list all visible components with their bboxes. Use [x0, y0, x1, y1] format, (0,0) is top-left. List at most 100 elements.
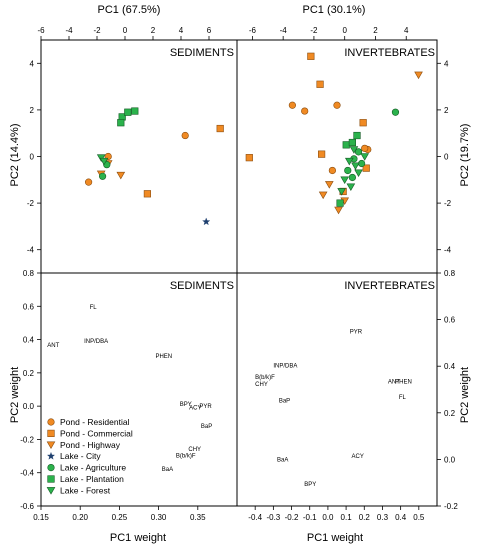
legend-marker — [47, 418, 55, 426]
y-tick-label: -4 — [27, 246, 35, 255]
data-point — [342, 141, 350, 149]
data-point — [358, 159, 366, 168]
data-point — [143, 190, 152, 198]
data-point — [344, 166, 352, 175]
y-tick-label: -2 — [27, 199, 35, 208]
data-point — [391, 108, 400, 116]
y-tick-label: 0.6 — [23, 302, 35, 311]
x-tick-label: 4 — [179, 26, 184, 35]
loading-label: BPY — [180, 402, 192, 408]
data-point — [328, 166, 336, 175]
data-point — [116, 171, 126, 180]
y-tick-label: 2 — [30, 106, 35, 115]
x-tick-label: 0 — [342, 26, 347, 35]
legend-marker — [47, 475, 55, 483]
x-tick-label: -6 — [249, 26, 257, 35]
bottom-left-x-label: PC1 weight — [110, 532, 166, 544]
legend-marker — [46, 441, 56, 450]
x-tick-label: 2 — [151, 26, 156, 35]
y-tick-label: 0.8 — [23, 269, 35, 278]
y-tick-label: 0.4 — [23, 336, 35, 345]
loading-label: B(b/k)F — [255, 375, 275, 381]
y-tick-label: 4 — [30, 59, 35, 68]
data-point — [334, 206, 343, 215]
x-tick-label: -4 — [280, 26, 288, 35]
top-left-x-label: PC1 (67.5%) — [98, 4, 161, 16]
loading-label: ACY — [189, 405, 201, 411]
x-tick-label: 0 — [123, 26, 128, 35]
x-tick-label: 0.4 — [395, 513, 407, 522]
legend-label: Lake - Forest — [60, 485, 111, 495]
x-tick-label: 4 — [404, 26, 409, 35]
loading-label: PYR — [199, 404, 212, 410]
y-tick-label: -0.2 — [20, 435, 34, 444]
data-point — [307, 52, 315, 60]
data-point — [414, 71, 423, 80]
data-point — [99, 157, 109, 166]
bottom-left-y-label: PC2 weight — [9, 367, 21, 423]
loading-label: BaA — [162, 467, 173, 473]
top-right-x-label: PC1 (30.1%) — [303, 4, 366, 16]
loading-label: FL — [399, 395, 407, 401]
legend-marker — [46, 487, 56, 495]
x-tick-label: -0.2 — [285, 513, 299, 522]
data-point — [301, 107, 309, 115]
x-tick-label: -0.3 — [266, 513, 280, 522]
legend-marker — [47, 464, 55, 472]
x-tick-label: -4 — [65, 26, 73, 35]
legend-label: Lake - Agriculture — [60, 463, 126, 473]
loading-label: BPY — [304, 482, 316, 488]
data-point — [288, 101, 296, 109]
y-tick-label: -0.2 — [444, 502, 458, 511]
y-tick-label: 0.6 — [444, 316, 456, 325]
x-tick-label: 0.0 — [322, 513, 334, 522]
loading-label: INP/DBA — [84, 339, 108, 345]
panel-title-top-left: SEDIMENTS — [170, 47, 234, 59]
x-tick-label: 0.35 — [190, 513, 206, 522]
bottom-right-x-label: PC1 weight — [307, 532, 363, 544]
x-tick-label: 6 — [207, 26, 212, 35]
legend-label: Lake - Plantation — [60, 474, 124, 484]
legend-marker — [47, 429, 55, 438]
loading-label: INP/DBA — [273, 363, 297, 369]
y-tick-label: -0.4 — [20, 469, 34, 478]
legend-label: Pond - Residential — [60, 417, 130, 427]
data-point — [361, 144, 369, 152]
loading-label: B(b/k)F — [176, 454, 196, 460]
legend-label: Pond - Commercial — [60, 428, 133, 438]
x-tick-label: 0.1 — [341, 513, 353, 522]
loading-label: FL — [90, 305, 98, 311]
loading-label: CHY — [188, 447, 201, 453]
panel-title-bottom-left: SEDIMENTS — [170, 280, 234, 292]
y-tick-label: -2 — [444, 199, 452, 208]
y-tick-label: 0 — [444, 153, 449, 162]
loading-label: BaA — [277, 458, 288, 464]
data-point — [340, 176, 350, 185]
data-point — [181, 131, 189, 140]
x-tick-label: 0.2 — [359, 513, 371, 522]
data-point — [245, 154, 253, 162]
x-tick-label: 0.30 — [151, 513, 167, 522]
data-point — [117, 119, 125, 127]
panel-title-top-right: INVERTEBRATES — [344, 47, 435, 59]
data-point — [202, 217, 211, 226]
x-tick-label: 2 — [373, 26, 378, 35]
data-point — [348, 138, 356, 147]
loading-label: BaP — [279, 398, 290, 404]
loading-label: ACY — [352, 454, 364, 460]
data-point — [346, 183, 356, 191]
data-point — [333, 101, 341, 109]
x-tick-label: -0.1 — [303, 513, 317, 522]
loading-label: PHEN — [155, 354, 172, 360]
y-tick-label: 0.4 — [444, 362, 456, 371]
data-point — [336, 199, 344, 207]
data-point — [348, 173, 356, 182]
legend-marker — [46, 451, 56, 460]
data-point — [354, 169, 363, 178]
panel-title-bottom-right: INVERTEBRATES — [344, 280, 435, 292]
data-point — [351, 162, 360, 171]
x-tick-label: -2 — [93, 26, 101, 35]
loading-label: PYR — [350, 330, 363, 336]
